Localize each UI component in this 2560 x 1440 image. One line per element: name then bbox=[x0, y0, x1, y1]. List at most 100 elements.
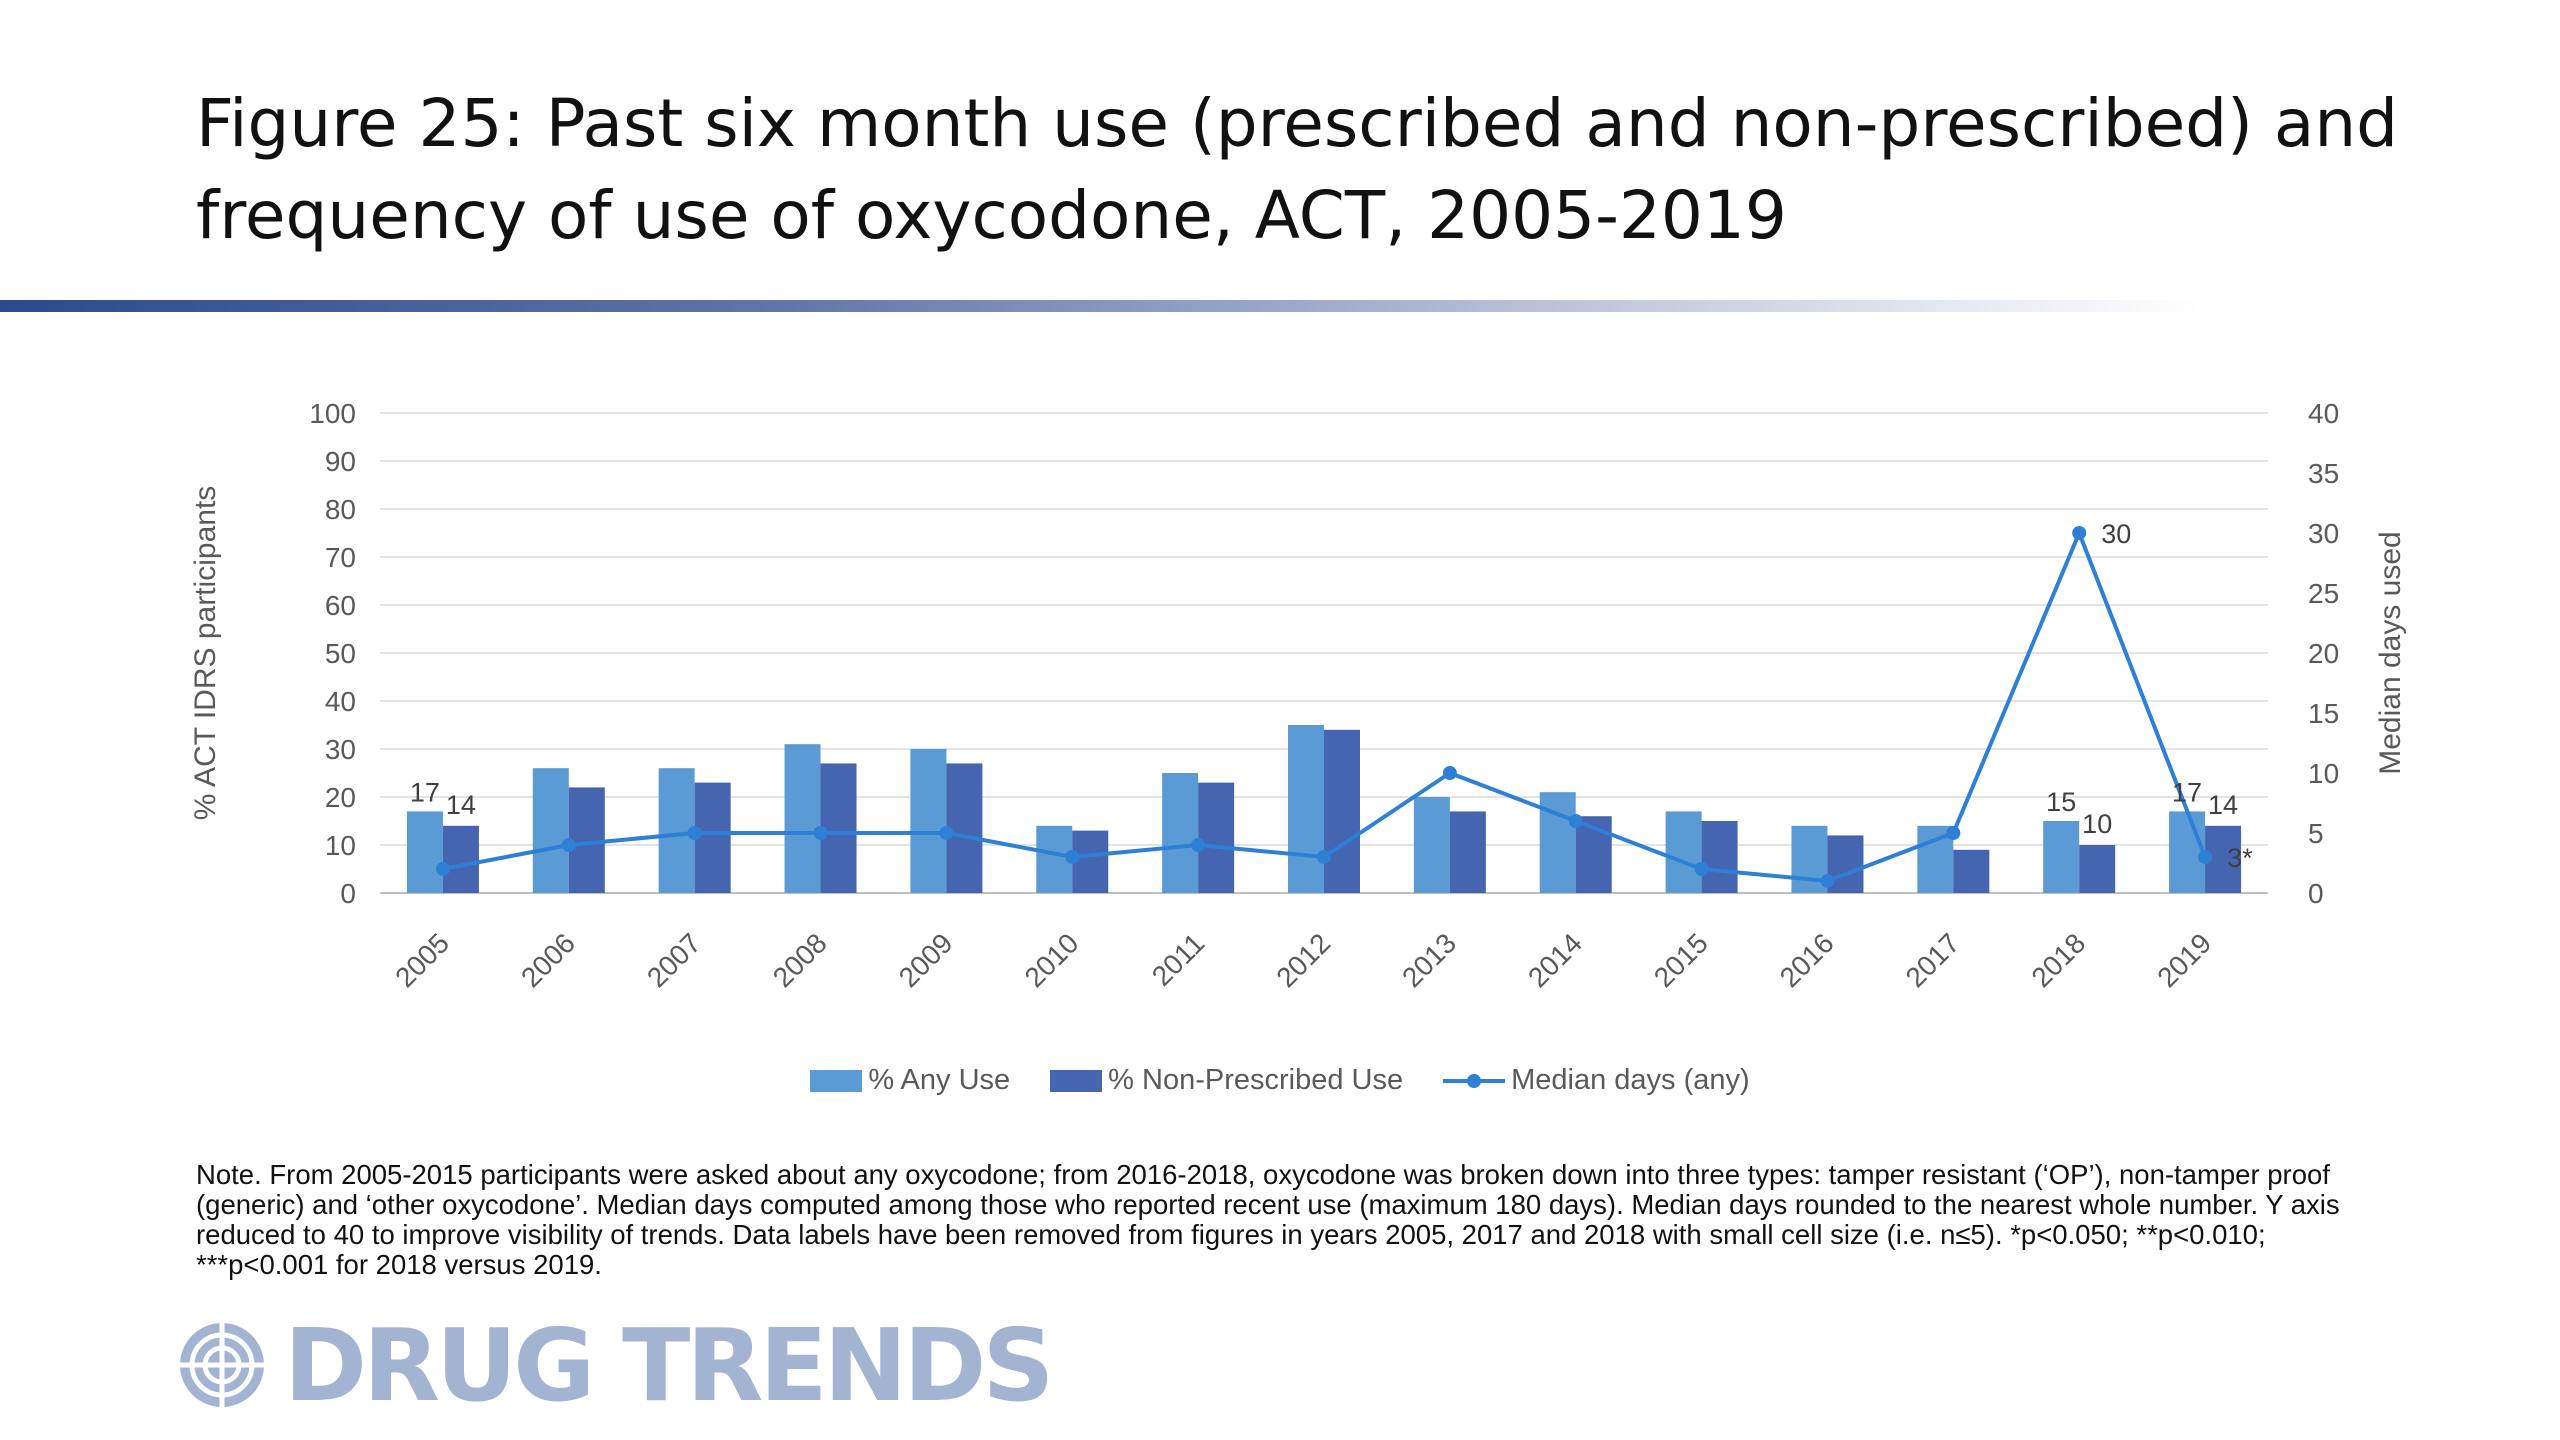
y-tick-label: 80 bbox=[325, 494, 356, 525]
bar-any-use bbox=[1162, 773, 1199, 893]
y2-tick-label: 40 bbox=[2308, 398, 2339, 429]
y-tick-label: 100 bbox=[309, 398, 356, 429]
median-line bbox=[435, 526, 2213, 888]
median-point bbox=[813, 826, 828, 840]
x-tick-label: 2009 bbox=[893, 927, 959, 993]
bar-any-use bbox=[532, 768, 569, 893]
median-point bbox=[1191, 838, 1206, 852]
bar-any-use bbox=[910, 749, 947, 893]
legend-swatch-median bbox=[1443, 1070, 1506, 1092]
legend-item-median: Median days (any) bbox=[1443, 1064, 1750, 1097]
y2-tick-label: 35 bbox=[2308, 458, 2339, 489]
data-label-any-use: 15 bbox=[2046, 787, 2076, 817]
bar-any-use bbox=[1413, 797, 1450, 893]
data-label-non-prescribed: 14 bbox=[2208, 790, 2238, 820]
x-tick-label: 2011 bbox=[1146, 927, 1211, 992]
y-tick-label: 70 bbox=[325, 542, 356, 573]
legend-swatch-any-use bbox=[810, 1069, 863, 1092]
x-tick-label: 2012 bbox=[1270, 927, 1336, 993]
bars bbox=[406, 725, 2242, 893]
bar-non-prescribed bbox=[1324, 729, 1360, 893]
bar-non-prescribed bbox=[1198, 782, 1235, 893]
x-tick-label: 2010 bbox=[1019, 927, 1085, 993]
y-tick-label: 40 bbox=[325, 686, 356, 717]
bar-non-prescribed bbox=[694, 782, 731, 893]
bar-non-prescribed bbox=[1953, 849, 1990, 893]
bar-non-prescribed bbox=[1072, 830, 1109, 893]
median-point bbox=[1820, 874, 1835, 888]
median-point bbox=[939, 826, 954, 840]
legend-item-non-prescribed: % Non-Prescribed Use bbox=[1050, 1064, 1403, 1097]
x-tick-label: 2016 bbox=[1774, 927, 1840, 993]
y-tick-label: 60 bbox=[325, 590, 356, 621]
axes: 01020304050607080901000510152025303540% … bbox=[189, 398, 2407, 993]
y2-tick-label: 5 bbox=[2308, 818, 2324, 849]
median-point bbox=[687, 826, 702, 840]
y-tick-label: 10 bbox=[325, 830, 356, 861]
bar-any-use bbox=[2169, 811, 2206, 893]
legend-swatch-non-prescribed bbox=[1050, 1069, 1103, 1092]
x-tick-label: 2018 bbox=[2025, 927, 2091, 993]
bar-any-use bbox=[406, 811, 443, 893]
legend-item-any-use: % Any Use bbox=[810, 1064, 1010, 1097]
median-point bbox=[561, 838, 576, 852]
y2-tick-label: 20 bbox=[2308, 638, 2339, 669]
title-divider bbox=[0, 300, 2200, 312]
data-label-median: 30 bbox=[2101, 519, 2131, 549]
data-label-any-use: 17 bbox=[410, 777, 440, 807]
legend: % Any Use % Non-Prescribed Use Median da… bbox=[0, 1064, 2560, 1097]
bar-any-use bbox=[784, 744, 821, 893]
logo-text: DRUG TRENDS bbox=[284, 1306, 1054, 1424]
x-tick-label: 2006 bbox=[515, 927, 581, 993]
data-label-median: 3* bbox=[2227, 843, 2253, 873]
bar-non-prescribed bbox=[1701, 821, 1738, 893]
y-tick-label: 90 bbox=[325, 446, 356, 477]
y2-tick-label: 15 bbox=[2308, 698, 2339, 729]
bar-non-prescribed bbox=[442, 825, 479, 893]
x-tick-label: 2015 bbox=[1648, 927, 1714, 993]
y2-tick-label: 30 bbox=[2308, 518, 2339, 549]
y-tick-label: 0 bbox=[340, 878, 356, 909]
x-tick-label: 2013 bbox=[1396, 927, 1462, 993]
median-point bbox=[1317, 850, 1331, 864]
globe-icon bbox=[180, 1323, 264, 1407]
legend-label-any-use: % Any Use bbox=[868, 1064, 1011, 1096]
x-tick-label: 2014 bbox=[1522, 927, 1588, 993]
x-tick-label: 2017 bbox=[1900, 927, 1966, 993]
legend-label-median: Median days (any) bbox=[1511, 1064, 1750, 1096]
y-tick-label: 50 bbox=[325, 638, 356, 669]
bar-non-prescribed bbox=[2079, 845, 2116, 893]
y-tick-label: 20 bbox=[325, 782, 356, 813]
bar-any-use bbox=[1665, 811, 1702, 893]
y2-tick-label: 25 bbox=[2308, 578, 2339, 609]
median-point bbox=[2198, 850, 2213, 864]
drug-trends-logo: DRUG TRENDS bbox=[176, 1307, 1054, 1424]
bar-non-prescribed bbox=[1449, 811, 1486, 893]
median-point bbox=[1946, 826, 1961, 840]
y2-axis-title: Median days used bbox=[2374, 531, 2407, 775]
x-tick-label: 2007 bbox=[641, 927, 707, 993]
x-tick-label: 2008 bbox=[767, 927, 833, 993]
x-tick-label: 2019 bbox=[2151, 927, 2217, 993]
median-point bbox=[1065, 850, 1080, 864]
y-tick-label: 30 bbox=[325, 734, 356, 765]
bar-any-use bbox=[1288, 725, 1324, 893]
data-label-non-prescribed: 14 bbox=[446, 790, 476, 820]
median-point bbox=[2072, 526, 2087, 540]
y2-tick-label: 10 bbox=[2308, 758, 2339, 789]
median-point bbox=[1568, 814, 1583, 828]
y-axis-title: % ACT IDRS participants bbox=[189, 486, 222, 821]
legend-label-non-prescribed: % Non-Prescribed Use bbox=[1108, 1064, 1404, 1096]
bar-non-prescribed bbox=[820, 763, 857, 893]
bar-non-prescribed bbox=[946, 763, 983, 893]
median-point bbox=[1442, 766, 1457, 780]
data-label-any-use: 17 bbox=[2172, 777, 2202, 807]
bar-any-use bbox=[2043, 821, 2080, 893]
chart-note: Note. From 2005-2015 participants were a… bbox=[196, 1159, 2340, 1280]
page-title: Figure 25: Past six month use (prescribe… bbox=[196, 85, 2399, 254]
y2-tick-label: 0 bbox=[2308, 878, 2324, 909]
median-point bbox=[1694, 862, 1709, 876]
data-label-non-prescribed: 10 bbox=[2082, 809, 2112, 839]
